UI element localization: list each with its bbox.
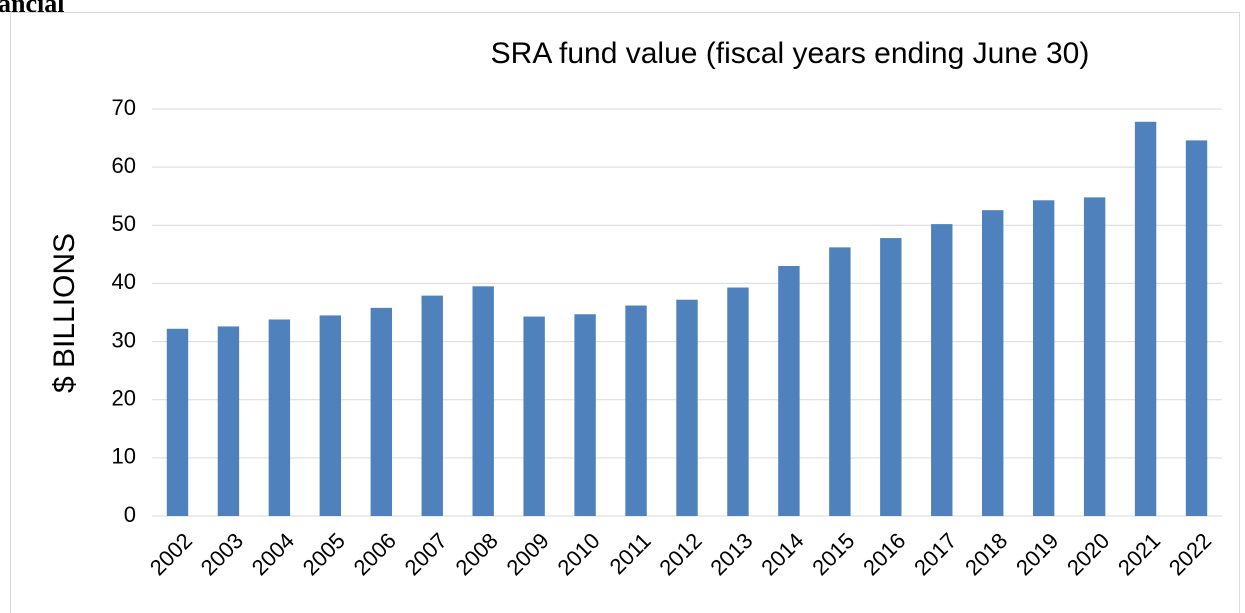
x-tick-label: 2012: [654, 528, 706, 580]
y-tick-label: 30: [112, 327, 136, 352]
x-tick-label: 2022: [1164, 528, 1216, 580]
y-tick-label: 60: [112, 153, 136, 178]
x-tick-label: 2013: [705, 528, 757, 580]
bar: [166, 328, 189, 516]
y-tick-label: 40: [112, 269, 136, 294]
x-tick-label: 2010: [552, 528, 604, 580]
bar: [523, 316, 545, 516]
chart-title: SRA fund value (fiscal years ending June…: [491, 37, 1090, 70]
x-tick-label: 2006: [349, 528, 401, 580]
bar: [574, 314, 596, 516]
bar: [421, 295, 443, 516]
bar: [319, 315, 342, 516]
bar: [268, 319, 291, 516]
x-tick-label: 2018: [960, 528, 1012, 580]
x-tick-label: 2016: [858, 528, 910, 580]
bar: [829, 247, 851, 516]
bar: [727, 287, 749, 516]
bar: [931, 224, 953, 516]
y-tick-label: 20: [112, 386, 136, 411]
page-heading: ancial: [0, 0, 64, 18]
bar: [370, 307, 392, 516]
bar: [217, 326, 240, 516]
x-tick-label: 2003: [196, 528, 248, 580]
x-tick-label: 2014: [756, 528, 808, 580]
x-tick-label: 2002: [145, 528, 197, 580]
x-tick-label: 2004: [247, 528, 299, 580]
bar: [1083, 197, 1106, 516]
x-tick-label: 2015: [807, 528, 859, 580]
bar: [778, 265, 800, 516]
y-axis-label: $ BILLIONS: [48, 233, 81, 393]
bar: [472, 286, 494, 516]
x-tick-label: 2008: [451, 528, 503, 580]
x-tick-label: 2021: [1113, 528, 1165, 580]
bar: [625, 305, 647, 516]
chart-border: [10, 12, 1240, 613]
bar: [1134, 121, 1157, 516]
bar: [880, 238, 902, 516]
x-tick-label: 2007: [400, 528, 452, 580]
x-tick-label: 2011: [605, 528, 656, 579]
x-tick-label: 2020: [1062, 528, 1114, 580]
bar: [676, 299, 698, 516]
y-tick-label: 50: [112, 211, 136, 236]
x-tick-label: 2017: [909, 528, 961, 580]
y-tick-label: 0: [124, 502, 136, 527]
y-tick-label: 70: [112, 95, 136, 120]
x-tick-label: 2005: [298, 528, 350, 580]
y-tick-label: 10: [112, 444, 136, 469]
bar: [1032, 200, 1055, 516]
x-tick-label: 2009: [501, 528, 553, 580]
bar: [1185, 140, 1208, 516]
x-tick-label: 2019: [1011, 528, 1063, 580]
bar: [982, 210, 1004, 516]
